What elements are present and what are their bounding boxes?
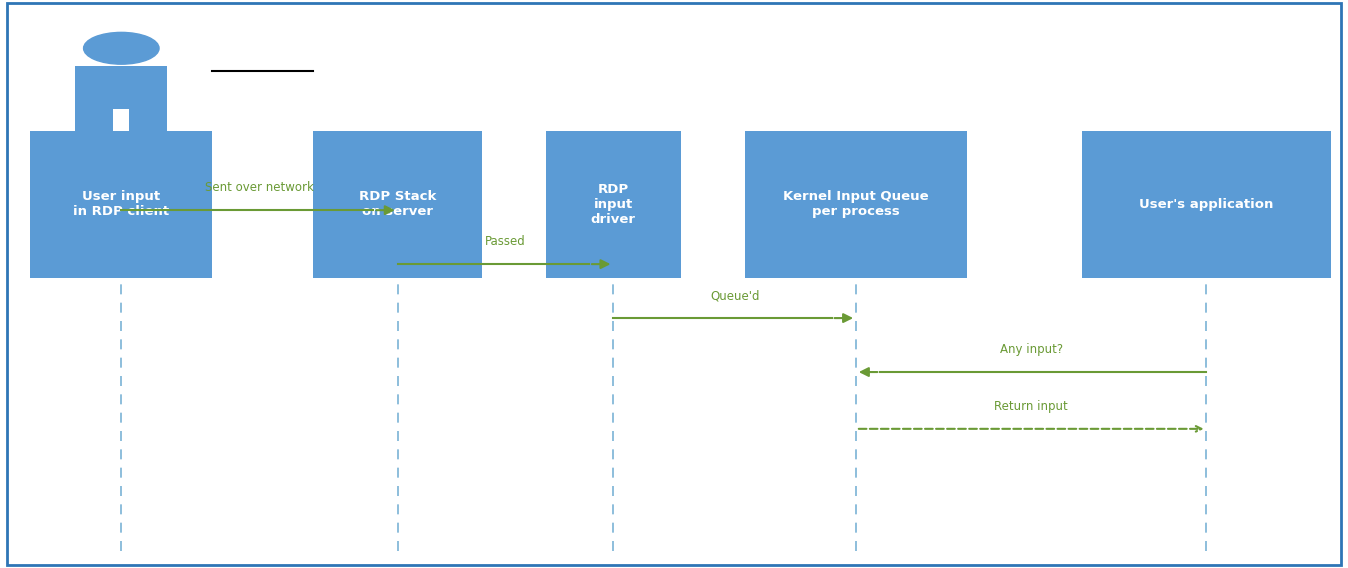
FancyBboxPatch shape: [7, 3, 1341, 565]
Text: User's application: User's application: [1139, 198, 1274, 211]
FancyBboxPatch shape: [75, 109, 113, 152]
Text: Sent over network: Sent over network: [205, 181, 314, 194]
Text: Passed: Passed: [485, 235, 526, 248]
Text: User input
in RDP client: User input in RDP client: [73, 190, 170, 219]
Text: Return input: Return input: [995, 400, 1068, 413]
Text: Queue'd: Queue'd: [710, 289, 759, 302]
FancyBboxPatch shape: [546, 131, 681, 278]
Circle shape: [84, 32, 159, 64]
FancyBboxPatch shape: [75, 66, 167, 109]
FancyBboxPatch shape: [744, 131, 968, 278]
Text: Any input?: Any input?: [1000, 343, 1062, 356]
FancyBboxPatch shape: [129, 109, 167, 152]
Text: RDP Stack
on server: RDP Stack on server: [359, 190, 437, 219]
Text: RDP
input
driver: RDP input driver: [590, 183, 636, 226]
FancyBboxPatch shape: [313, 131, 483, 278]
FancyBboxPatch shape: [30, 131, 213, 278]
Text: Kernel Input Queue
per process: Kernel Input Queue per process: [783, 190, 929, 219]
FancyBboxPatch shape: [1081, 131, 1332, 278]
